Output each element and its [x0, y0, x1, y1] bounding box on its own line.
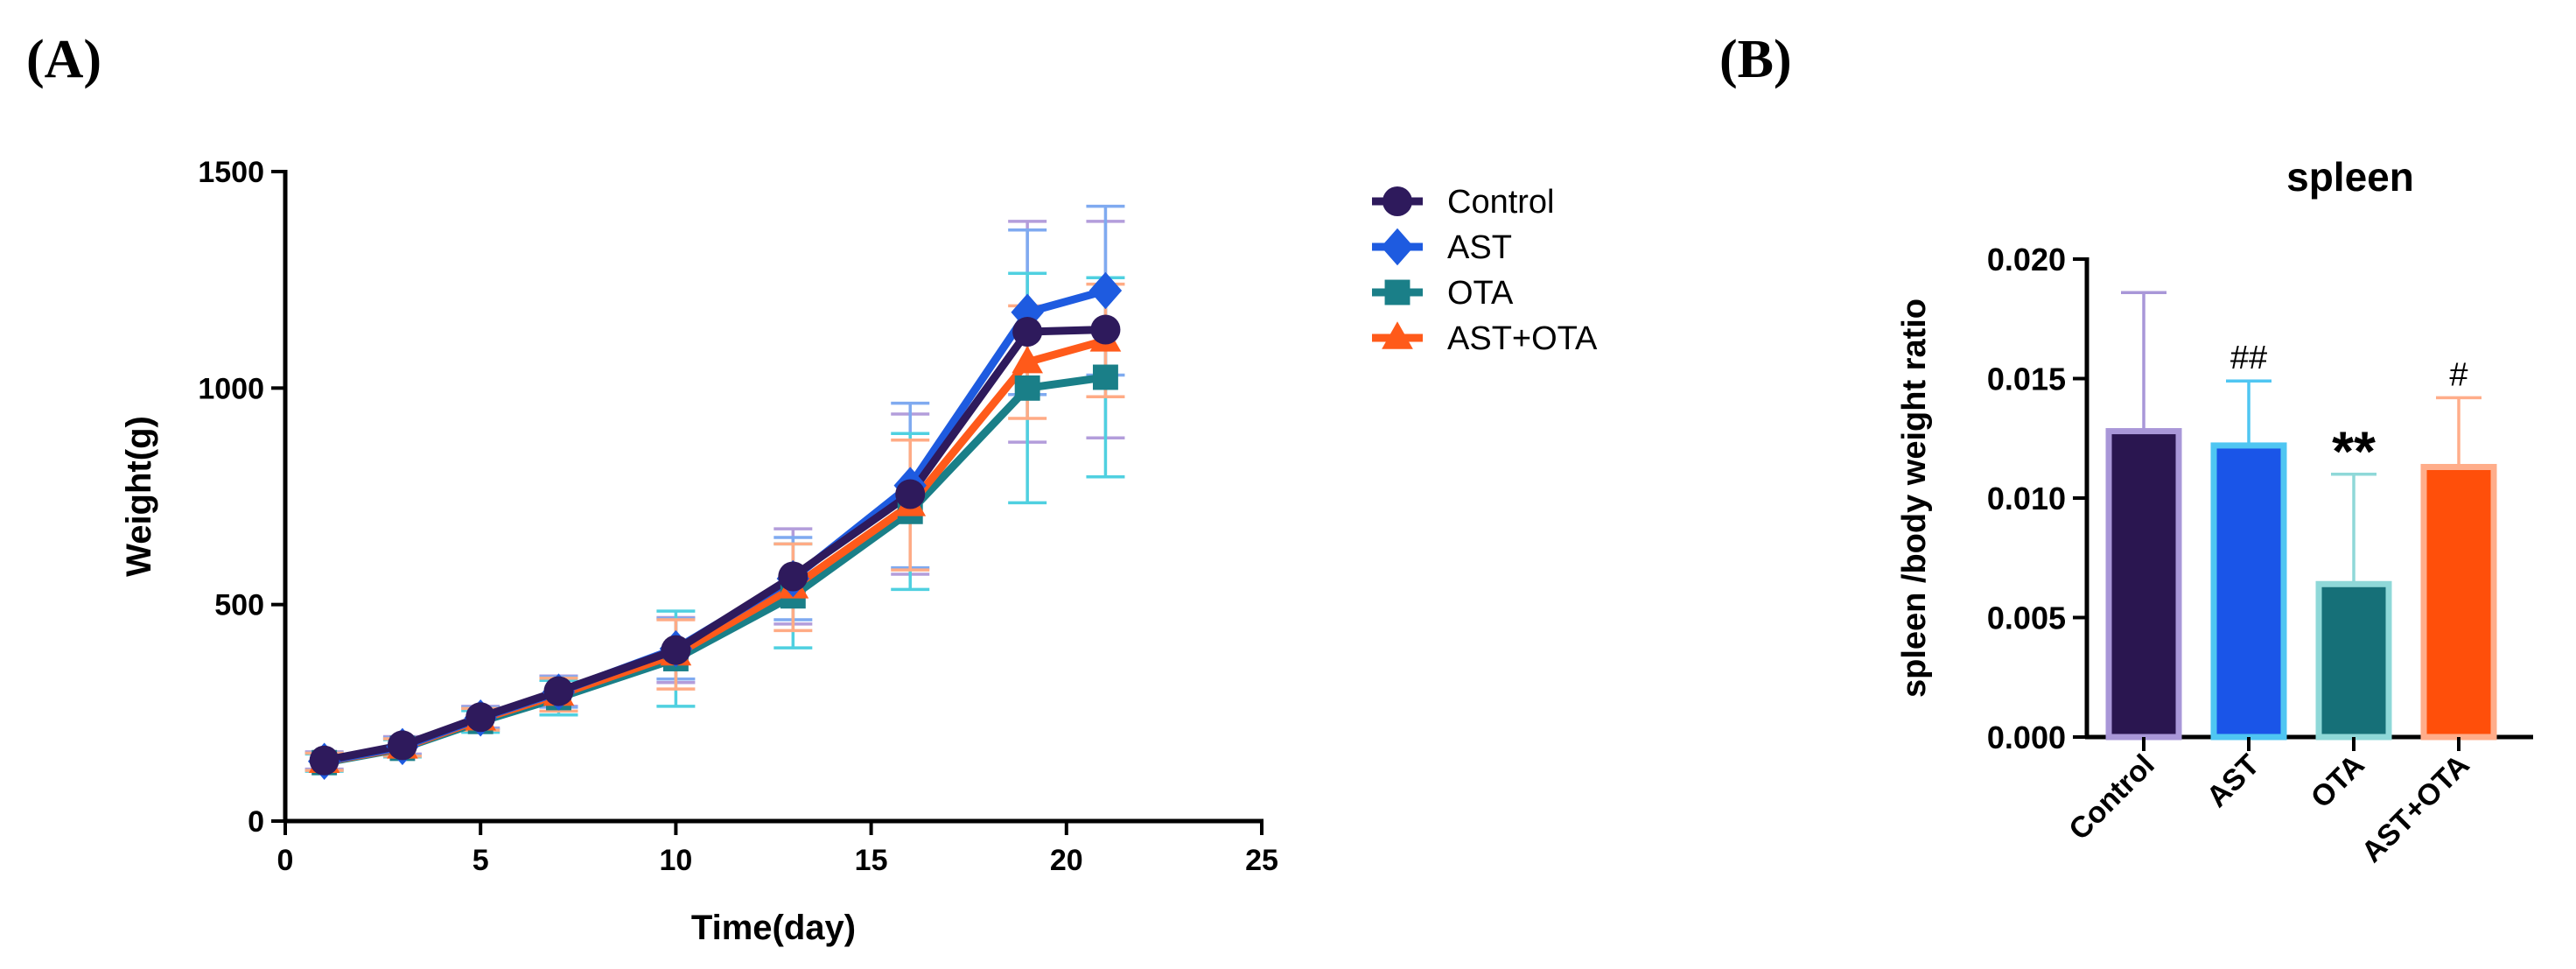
data-point — [1014, 375, 1040, 401]
y-tick-label: 0.000 — [1987, 720, 2066, 755]
legend-label: AST — [1447, 229, 1512, 266]
y-tick-label: 500 — [214, 589, 264, 622]
y-tick-label: 0.005 — [1987, 600, 2066, 636]
significance-label: # — [2449, 356, 2468, 393]
x-tick-label: 10 — [659, 844, 692, 877]
panel-label-b: (B) — [1719, 30, 1792, 89]
y-tick-label: 1500 — [198, 156, 264, 189]
series-line-ast — [323, 286, 1107, 766]
series-line-ota — [323, 373, 1107, 767]
x-tick-label: 0 — [277, 844, 294, 877]
y-tick-label: 0.010 — [1987, 481, 2066, 516]
data-point — [778, 561, 808, 592]
data-point — [543, 676, 574, 706]
chart-title: spleen — [2286, 154, 2414, 200]
legend-marker — [1381, 228, 1414, 266]
legend-label: AST+OTA — [1447, 320, 1598, 357]
x-tick-label: 15 — [855, 844, 888, 877]
series-line-ast-ota — [323, 336, 1107, 766]
y-axis-title: spleen /body weight ratio — [1896, 298, 1933, 698]
y-tick-label: 0.020 — [1987, 242, 2066, 277]
x-tick-label: 25 — [1245, 844, 1278, 877]
bar-ast-ota — [2420, 464, 2497, 741]
bar-chart-spleen: spleen 0.000 0.005 0.010 0.015 0.020 spleen /b… — [1896, 154, 2533, 869]
x-tick-label: OTA — [2305, 748, 2371, 815]
data-point — [1088, 271, 1123, 310]
data-point — [1012, 317, 1043, 348]
data-point — [466, 702, 496, 733]
line-chart-weight: 0 500 1000 1500 0 5 10 15 20 25 Time(day) Weight(g) — [120, 156, 1278, 947]
bar-ast — [2210, 442, 2287, 741]
panel-label-a: (A) — [26, 30, 102, 89]
y-tick-label: 1000 — [198, 372, 264, 405]
data-point — [309, 745, 340, 776]
x-tick-label: 20 — [1050, 844, 1083, 877]
data-point — [1012, 345, 1044, 374]
legend-marker — [1382, 186, 1412, 216]
y-tick-label: 0.015 — [1987, 362, 2066, 397]
series-line-control — [323, 326, 1106, 765]
y-tick-label: 0 — [248, 805, 264, 839]
legend-label: Control — [1447, 184, 1555, 221]
bar-ota — [2315, 580, 2392, 741]
legend: Control AST OTA AST+OTA — [1372, 184, 1598, 357]
bar-control — [2105, 428, 2182, 741]
x-tick-label: AST — [2201, 748, 2266, 814]
x-tick-label: Control — [2062, 748, 2160, 846]
x-tick-label: 5 — [472, 844, 489, 877]
y-axis-title: Weight(g) — [120, 416, 158, 577]
legend-marker — [1382, 321, 1413, 349]
legend-label: OTA — [1447, 275, 1514, 312]
x-tick-label: AST+OTA — [2356, 748, 2476, 869]
data-point — [895, 479, 926, 509]
significance-label: ## — [2230, 340, 2267, 376]
significance-label: ** — [2332, 420, 2376, 483]
data-point — [1092, 364, 1118, 390]
data-point — [1090, 314, 1121, 345]
x-axis-title: Time(day) — [691, 909, 856, 947]
data-point — [661, 635, 691, 665]
data-point — [387, 730, 417, 761]
legend-marker — [1384, 279, 1410, 305]
